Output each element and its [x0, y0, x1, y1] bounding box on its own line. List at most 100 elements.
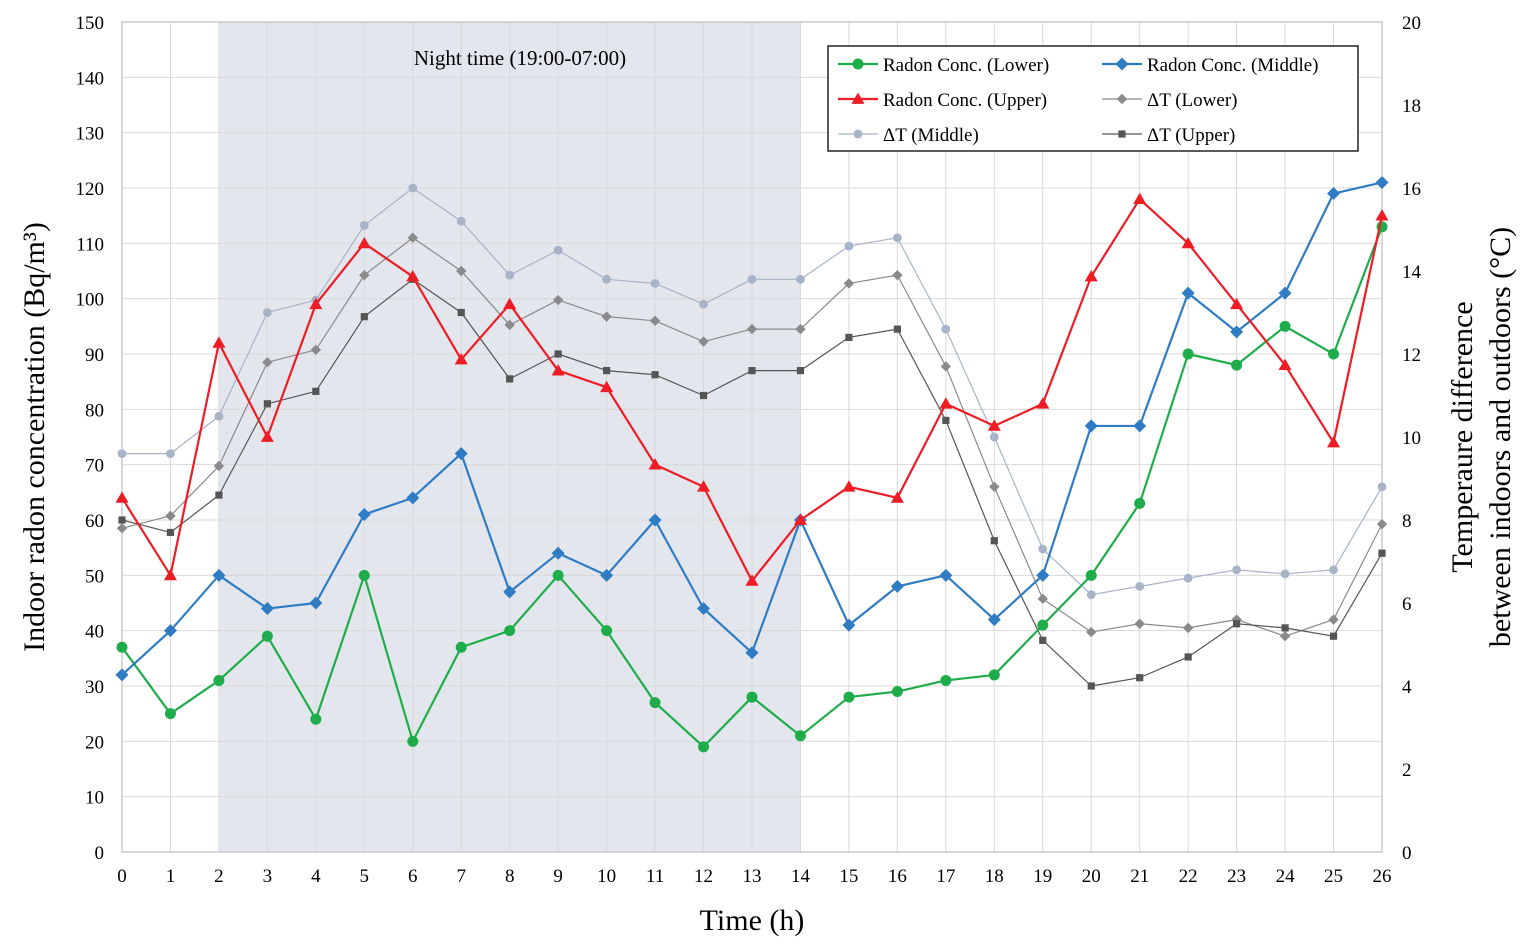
data-point	[1182, 622, 1194, 634]
y-axis-left-title: Indoor radon concentration (Bq/m³)	[18, 222, 51, 652]
data-point	[941, 324, 951, 334]
data-point	[1133, 419, 1147, 433]
series-radon-conc-middle	[115, 175, 1389, 682]
legend-item: ΔT (Lower)	[1102, 90, 1237, 111]
data-point	[1085, 569, 1097, 581]
x-tick-label: 5	[360, 866, 370, 887]
data-point	[601, 625, 613, 637]
x-tick-label: 13	[743, 866, 762, 887]
series-radon-conc-upper	[115, 192, 1389, 586]
night-time-annotation: Night time (19:00-07:00)	[414, 46, 626, 70]
data-point	[455, 641, 467, 653]
data-point	[309, 297, 323, 310]
data-point	[1136, 674, 1144, 682]
x-tick-label: 17	[936, 866, 955, 887]
x-tick-label: 9	[553, 866, 563, 887]
x-tick-label: 19	[1033, 866, 1052, 887]
y-left-tick-label: 100	[76, 290, 105, 311]
data-point	[1039, 636, 1047, 644]
data-point	[600, 568, 614, 582]
data-point	[312, 387, 320, 395]
data-point	[1230, 325, 1244, 339]
data-point	[1181, 236, 1195, 249]
y-axis-right-title-line1: Temperaure difference	[1446, 301, 1479, 572]
data-point	[1230, 297, 1244, 310]
data-point	[1278, 286, 1292, 300]
data-point	[310, 713, 322, 725]
data-point	[890, 579, 904, 593]
data-point	[166, 449, 175, 458]
data-point	[603, 367, 611, 375]
data-point	[697, 480, 711, 492]
data-point	[844, 241, 854, 251]
data-point	[1328, 348, 1340, 360]
data-point	[554, 350, 562, 358]
data-point	[1087, 682, 1095, 690]
data-point	[1118, 130, 1126, 138]
data-point	[649, 697, 661, 709]
data-point	[1038, 544, 1048, 554]
x-tick-label: 24	[1276, 866, 1296, 887]
data-point	[602, 274, 612, 284]
data-point	[746, 691, 758, 703]
y-right-tick-label: 16	[1402, 179, 1421, 200]
data-point	[1115, 57, 1129, 71]
y-right-tick-label: 14	[1402, 262, 1422, 283]
data-point	[116, 641, 128, 653]
y-left-tick-label: 140	[76, 68, 105, 89]
data-point	[260, 430, 274, 442]
data-point	[1182, 348, 1194, 360]
data-point	[1378, 549, 1386, 557]
x-tick-label: 16	[888, 866, 907, 887]
data-point	[1327, 436, 1341, 448]
data-point	[215, 491, 223, 499]
data-point	[166, 528, 175, 537]
data-point	[853, 129, 863, 139]
data-point	[648, 458, 662, 470]
data-point	[212, 336, 226, 348]
data-point	[698, 336, 709, 347]
data-point	[117, 449, 127, 458]
data-point	[1037, 619, 1049, 631]
data-point	[164, 708, 176, 720]
data-point	[1278, 358, 1292, 370]
data-point	[1231, 359, 1243, 371]
data-point	[745, 574, 759, 586]
data-point	[1086, 590, 1096, 600]
data-point	[504, 625, 516, 637]
data-point	[648, 513, 662, 527]
data-point	[1328, 614, 1339, 625]
data-point	[163, 568, 177, 581]
data-point	[358, 569, 370, 581]
data-point	[1084, 270, 1098, 282]
y-left-tick-label: 150	[76, 13, 105, 34]
legend: Radon Conc. (Lower) Radon Conc. (Middle) R…	[827, 45, 1359, 152]
data-point	[552, 294, 564, 306]
data-point	[1036, 568, 1050, 582]
legend-label: Radon Conc. (Upper)	[883, 90, 1047, 111]
data-point	[892, 269, 903, 281]
data-point	[989, 432, 999, 442]
data-point	[891, 686, 903, 698]
legend-label: Radon Conc. (Lower)	[883, 55, 1049, 76]
data-point	[360, 313, 368, 321]
data-point	[406, 270, 420, 282]
data-point	[651, 371, 659, 379]
x-tick-label: 4	[311, 866, 321, 887]
legend-item: ΔT (Upper)	[1102, 125, 1235, 146]
data-point	[794, 730, 806, 742]
data-point	[263, 400, 271, 408]
data-point	[1037, 593, 1048, 605]
data-point	[940, 361, 952, 372]
legend-label: ΔT (Middle)	[883, 125, 979, 146]
legend-label: ΔT (Upper)	[1147, 125, 1235, 146]
data-point	[553, 245, 563, 255]
y-left-tick-label: 110	[76, 234, 104, 255]
x-axis-title: Time (h)	[700, 904, 805, 937]
data-point	[1329, 632, 1338, 640]
data-point	[990, 537, 998, 545]
data-point	[407, 735, 419, 747]
data-point	[115, 668, 129, 682]
legend-item: ΔT (Middle)	[838, 125, 979, 146]
x-tick-label: 18	[985, 866, 1004, 887]
